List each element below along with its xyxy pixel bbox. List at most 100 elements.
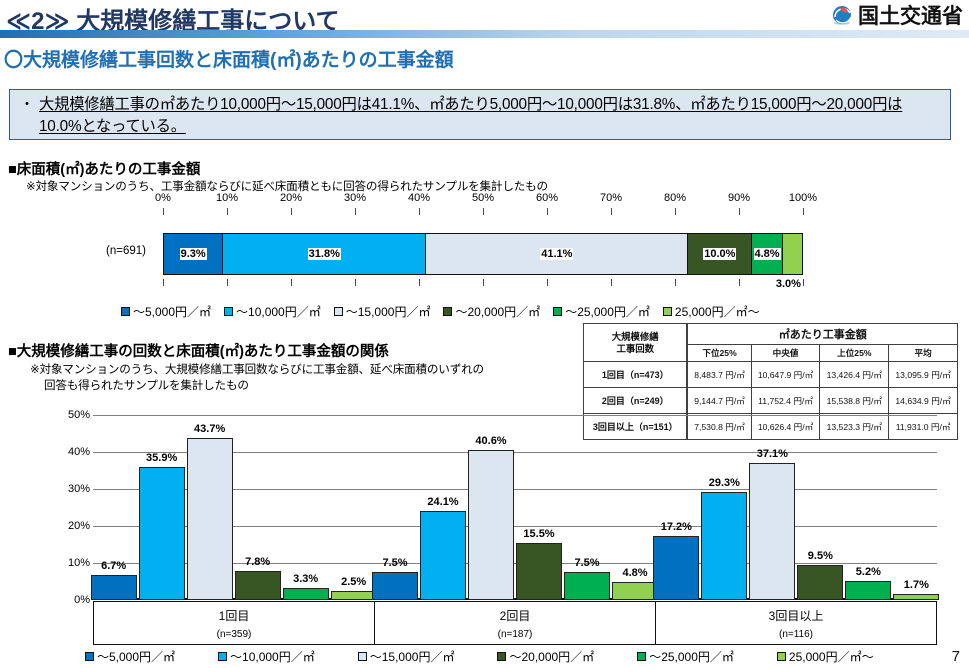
grouped-chart-gridline xyxy=(93,489,937,490)
grouped-chart-bar-label: 35.9% xyxy=(146,452,178,465)
grouped-chart-bar-label: 3.3% xyxy=(293,572,319,585)
grouped-chart-category-sample-size: (n=116) xyxy=(778,628,813,640)
grouped-chart-bar xyxy=(234,571,281,600)
legend-swatch-icon xyxy=(497,652,507,661)
table-cell-label: 3回目以上（n=151） xyxy=(583,413,689,440)
stacked-bar-segment-label: 9.3% xyxy=(179,248,207,260)
table-header-repair-count-line1: 大規模修繕 xyxy=(611,330,659,342)
stacked-bar-segment-label: 41.1% xyxy=(540,248,574,260)
stacked-chart-tick-label: 60% xyxy=(535,192,559,204)
legend-swatch-icon xyxy=(121,307,130,316)
header-divider xyxy=(0,30,969,38)
legend-label: ～5,000円／㎡ xyxy=(97,650,176,664)
stacked-bar-segment: 4.8% xyxy=(752,234,783,274)
table-cell-value: 13,095.9 円/㎡ xyxy=(888,361,958,388)
stacked-chart-tick-mark xyxy=(355,208,356,215)
grouped-chart-category-label: 3回目以上 xyxy=(768,608,824,623)
grouped-chart-bar-label: 29.3% xyxy=(708,476,740,489)
stacked-chart-tick-label: 50% xyxy=(471,192,495,204)
page-number: 7 xyxy=(951,648,960,665)
table-cell-value: 13,523.3 円/㎡ xyxy=(819,413,890,440)
stacked-chart-tick-label: 10% xyxy=(215,192,239,204)
grouped-chart-bar xyxy=(701,491,748,600)
grouped-chart-bar-label: 7.5% xyxy=(382,557,408,570)
grouped-chart-bar xyxy=(282,587,329,600)
table-row: 1回目（n=473） 8,483.7 円/㎡ 10,647.9 円/㎡ 13,426.… xyxy=(583,361,958,388)
stacked-chart-sample-size: (n=691) xyxy=(106,245,146,257)
stacked-chart-tick-mark xyxy=(163,279,164,286)
stacked-chart-tick-mark xyxy=(291,208,292,215)
grouped-chart-bar xyxy=(612,582,658,600)
grouped-chart-bar-label: 4.8% xyxy=(622,567,648,580)
table-header-repair-count-line2: 工事回数 xyxy=(616,342,654,354)
grouped-chart-bar-label: 1.7% xyxy=(903,578,929,591)
grouped-chart-category: 3回目以上 (n=116) xyxy=(656,602,936,644)
table-cell-value: 11,931.0 円/㎡ xyxy=(888,413,958,440)
stacked-chart-tick-mark xyxy=(547,279,548,286)
grouped-chart-bar xyxy=(420,510,466,600)
legend-label: ～15,000円／㎡ xyxy=(369,650,455,664)
stacked-chart-tick-label: 0% xyxy=(155,192,171,204)
stacked-chart-tick-label: 90% xyxy=(727,192,751,204)
legend-label: ～10,000円／㎡ xyxy=(230,650,315,664)
grouped-chart-bar-label: 40.6% xyxy=(475,434,507,447)
table-header-amount: ㎡あたり工事金額 xyxy=(686,323,959,345)
grouped-chart-y-tick-label: 10% xyxy=(67,557,90,569)
stacked-bar-segment-label: 31.8% xyxy=(307,248,341,260)
chart2-note-line2: 回答も得られたサンプルを集計したもの xyxy=(44,379,249,392)
table-cell-value: 7,530.8 円/㎡ xyxy=(686,413,752,440)
stacked-chart-tick-label: 30% xyxy=(343,192,367,204)
table-cell-label: 1回目（n=473） xyxy=(583,361,689,388)
stacked-chart-tick-mark xyxy=(675,208,676,215)
grouped-chart-gridline xyxy=(93,526,937,527)
grouped-chart-bar xyxy=(797,564,844,600)
legend-label: 25,000円／㎡～ xyxy=(674,305,760,319)
section-title: 〇大規模修繕工事回数と床面積(㎡)あたりの工事金額 xyxy=(4,50,454,71)
stacked-chart-tick-mark xyxy=(483,208,484,215)
grouped-chart-category-axis: 1回目 (n=359) 2回目 (n=187) 3回目以上 (n=116) xyxy=(93,601,937,645)
legend-swatch-icon xyxy=(85,652,94,661)
grouped-chart-bar xyxy=(468,449,514,600)
grouped-bar-chart: 0% 10% 20% 30% 40% 50% 6.7% 35.9% 43.7% 7.8% 3.3%… xyxy=(0,409,969,645)
stacked-chart-tick-mark xyxy=(291,279,292,286)
stacked-chart-tick-mark xyxy=(803,279,804,286)
legend-swatch-icon xyxy=(553,307,563,316)
grouped-chart-category-sample-size: (n=359) xyxy=(216,628,252,640)
chart1-heading: ■床面積(㎡)あたりの工事金額 xyxy=(8,162,201,178)
table-head: 大規模修繕 工事回数 ㎡あたり工事金額 下位25% 中央値 上位25% 平均 xyxy=(583,323,959,362)
legend-item: 25,000円／㎡～ xyxy=(662,303,760,320)
grouped-chart-y-tick-label: 30% xyxy=(67,483,90,495)
stacked-chart-tick-mark xyxy=(163,208,164,215)
legend-item: ～10,000円／㎡ xyxy=(218,648,315,665)
grouped-chart-y-tick-label: 50% xyxy=(67,409,90,421)
grouped-chart-bar-label: 24.1% xyxy=(427,495,459,508)
legend-label: ～20,000円／㎡ xyxy=(455,305,541,319)
stacked-bar-segment-label: 3.0% xyxy=(774,278,802,290)
grouped-chart-category: 2回目 (n=187) xyxy=(375,602,656,644)
legend-swatch-icon xyxy=(333,307,343,316)
grouped-chart-category-label: 2回目 xyxy=(499,608,531,623)
stacked-chart-tick-mark xyxy=(419,279,420,286)
legend-label: ～20,000円／㎡ xyxy=(509,650,595,664)
table-row: 2回目（n=249） 9,144.7 円/㎡ 11,752.4 円/㎡ 15,538.… xyxy=(583,387,958,414)
stacked-chart-tick-mark xyxy=(355,279,356,286)
stacked-bar-segment: 31.8% xyxy=(223,234,427,274)
grouped-chart-bar-label: 2.5% xyxy=(341,575,367,588)
grouped-chart-bar xyxy=(653,536,700,600)
table-sub-header: 上位25% xyxy=(819,344,890,362)
stacked-chart-tick-label: 20% xyxy=(279,192,303,204)
stacked-chart-tick-mark xyxy=(227,208,228,215)
stacked-bar-chart: 0% 10% 20% 30% 40% 50% 60% 70% 80% 90% 100% 9.3% 31… xyxy=(0,192,969,312)
grouped-chart-y-tick-label: 0% xyxy=(74,594,90,606)
grouped-chart-category: 1回目 (n=359) xyxy=(94,602,375,644)
legend-swatch-icon xyxy=(443,307,453,316)
grouped-chart-gridline xyxy=(93,415,937,416)
grouped-chart-bar xyxy=(749,462,796,600)
stacked-chart-tick-label: 100% xyxy=(788,192,818,204)
grouped-chart-legend: ～5,000円／㎡ ～10,000円／㎡ ～15,000円／㎡ ～20,000円／㎡ ～… xyxy=(85,648,874,665)
table-body: 1回目（n=473） 8,483.7 円/㎡ 10,647.9 円/㎡ 13,426.… xyxy=(583,361,958,440)
summary-text: 大規模修繕工事の㎡あたり10,000円〜15,000円は41.1%、㎡あたり5,… xyxy=(39,96,903,135)
table-cell-value: 10,647.9 円/㎡ xyxy=(750,361,821,388)
stacked-bar-segment: 3.0% xyxy=(774,234,802,290)
stacked-chart-tick-mark xyxy=(803,208,804,215)
